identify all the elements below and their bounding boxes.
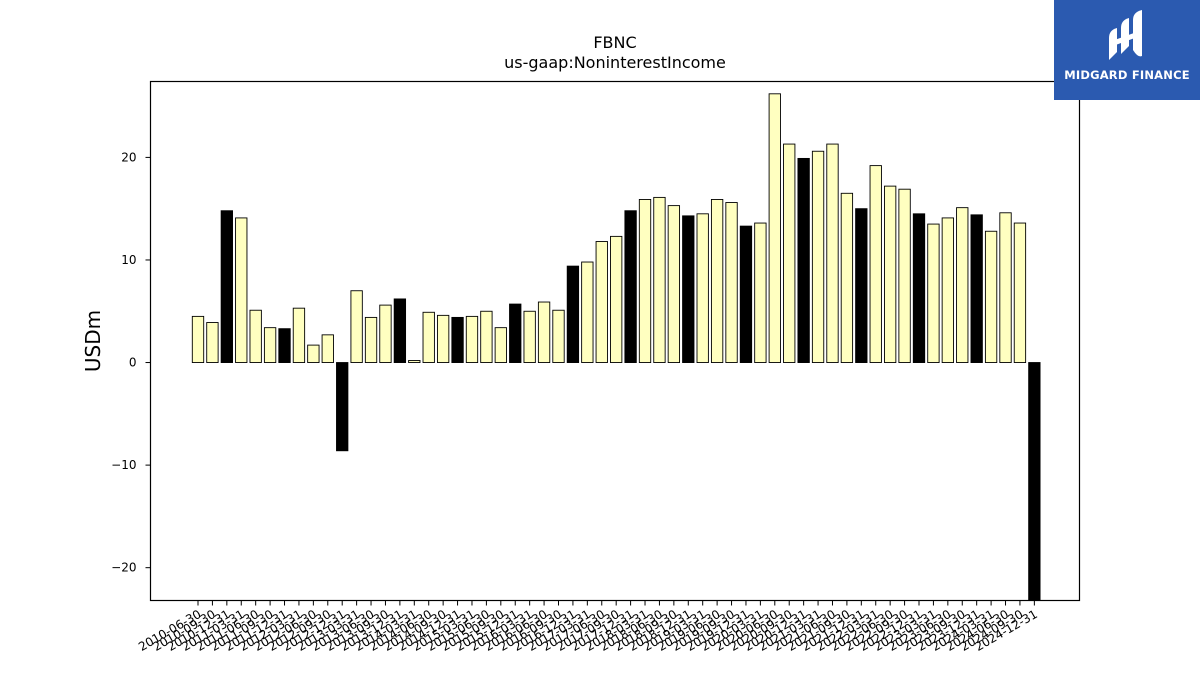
bar — [422, 311, 435, 363]
bar — [811, 150, 825, 363]
bars — [191, 93, 1041, 601]
y-axis-label: USDm — [81, 310, 105, 372]
plot-frame — [149, 80, 1081, 602]
x-axis: 2010-06-302010-09-302010-12-312011-03-31… — [136, 600, 1040, 654]
bar — [624, 210, 637, 363]
bar — [350, 290, 363, 363]
bar — [941, 217, 954, 363]
bar — [682, 215, 695, 363]
bar — [999, 212, 1012, 363]
bar — [206, 322, 219, 363]
bar — [970, 214, 983, 363]
bar — [566, 265, 580, 363]
brand-logo: MIDGARD FINANCE — [1054, 0, 1200, 100]
bar — [667, 205, 681, 363]
bar — [1013, 222, 1027, 363]
midgard-logo-icon — [1109, 10, 1142, 60]
bar — [739, 225, 753, 363]
bar — [869, 165, 882, 363]
bar — [465, 315, 479, 363]
chart-title: FBNC — [593, 33, 636, 52]
y-tick-label: −20 — [111, 561, 136, 575]
bar — [768, 93, 781, 363]
bar — [855, 208, 868, 363]
y-tick-label: 10 — [121, 253, 136, 267]
bar — [408, 360, 421, 363]
bar — [494, 327, 507, 363]
bar — [191, 315, 205, 363]
bar — [653, 196, 666, 363]
bar — [393, 298, 407, 363]
bar — [307, 344, 320, 363]
brand-name: MIDGARD FINANCE — [1064, 68, 1190, 82]
bar — [321, 334, 334, 363]
bar — [884, 185, 897, 363]
bar — [754, 222, 767, 363]
bar — [509, 303, 522, 363]
bar — [984, 230, 998, 363]
bar — [379, 304, 392, 363]
bar — [278, 328, 291, 363]
y-tick-label: 0 — [129, 356, 137, 370]
bar — [725, 202, 738, 363]
bar — [523, 310, 536, 363]
bar — [220, 210, 233, 363]
bar — [696, 213, 709, 363]
bar — [537, 301, 551, 363]
y-tick-label: 20 — [121, 150, 136, 164]
bar — [480, 310, 493, 363]
bar — [638, 199, 652, 363]
bar — [436, 314, 450, 363]
bar — [610, 235, 623, 363]
chart-subtitle: us-gaap:NoninterestIncome — [504, 53, 726, 72]
bar — [552, 309, 565, 363]
y-axis: −20 −10 0 10 20 — [111, 150, 151, 575]
bar — [840, 192, 854, 363]
y-tick-label: −10 — [111, 458, 136, 472]
bar — [783, 143, 796, 363]
bar — [451, 316, 464, 363]
bar — [1028, 362, 1041, 601]
bar — [581, 261, 594, 363]
bar — [263, 327, 277, 363]
bar — [595, 241, 608, 363]
bar — [927, 223, 940, 363]
bar — [898, 188, 911, 363]
bar — [912, 213, 926, 363]
bar — [292, 307, 306, 363]
bar — [956, 207, 969, 363]
bar — [235, 217, 248, 363]
bar — [364, 316, 378, 363]
bar — [797, 157, 810, 363]
bar — [710, 199, 724, 363]
bar — [249, 309, 262, 363]
bar — [826, 143, 839, 363]
bar — [336, 362, 349, 452]
